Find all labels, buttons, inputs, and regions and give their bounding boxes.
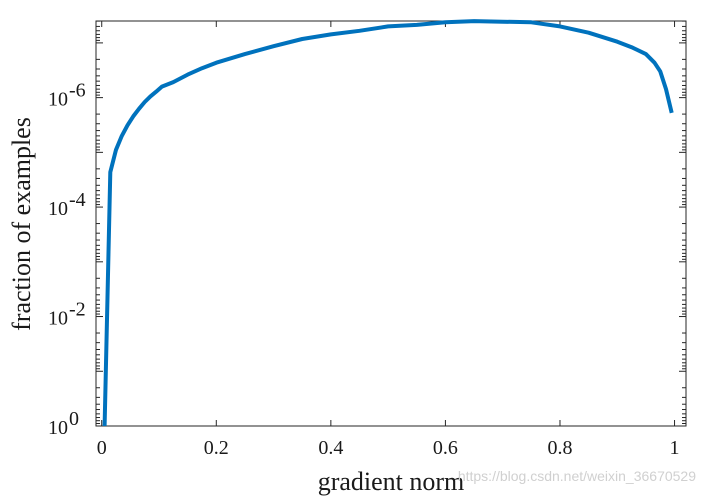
x-tick-label: 1: [670, 437, 680, 459]
series-line: [102, 19, 674, 427]
y-tick-label-exponent: -4: [69, 189, 86, 211]
y-tick-label-exponent: 0: [69, 408, 79, 430]
x-axis-title: gradient norm: [318, 467, 465, 496]
minor-ticks: [96, 20, 686, 424]
x-tick-label: 0.6: [433, 437, 458, 459]
x-tick-label: 0.4: [318, 437, 343, 459]
y-tick-label-base: 10: [48, 198, 68, 220]
y-tick-label-base: 10: [48, 417, 68, 439]
plot-frame: [95, 20, 687, 427]
series-layer: [102, 19, 674, 427]
x-tick-label: 0.2: [204, 437, 229, 459]
y-tick-label-base: 10: [48, 308, 68, 330]
y-tick-label-base: 10: [48, 89, 68, 111]
y-tick-label-exponent: -6: [69, 80, 86, 102]
x-tick-label: 0: [97, 437, 107, 459]
y-tick-label-exponent: -2: [69, 299, 86, 321]
y-axis-title: fraction of examples: [7, 117, 36, 331]
major-ticks: [96, 21, 686, 427]
x-tick-label: 0.8: [547, 437, 572, 459]
watermark-text: https://blog.csdn.net/weixin_36670529: [458, 468, 696, 484]
x-tick-labels: 0 0.2 0.4 0.6 0.8 1: [97, 437, 680, 459]
